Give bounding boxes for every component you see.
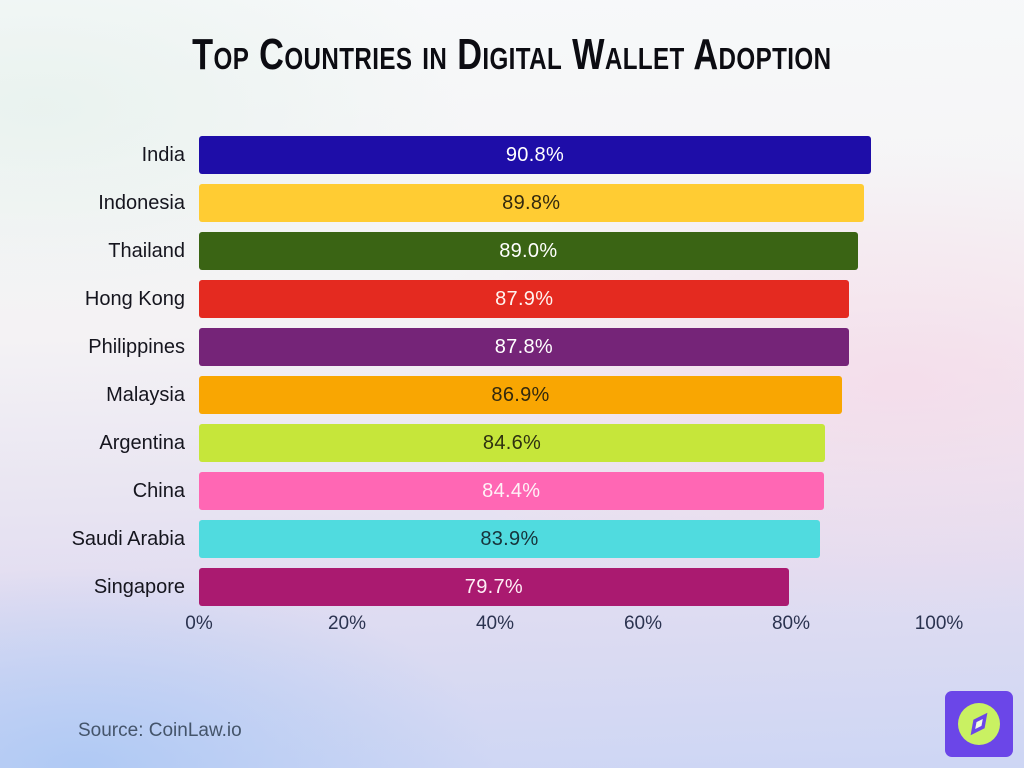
x-axis-tick: 40% — [475, 613, 515, 634]
country-label: Thailand — [108, 239, 185, 262]
bar-track: 84.6% — [199, 424, 939, 462]
bar-value-label: 84.4% — [482, 479, 541, 502]
x-axis-tick: 20% — [327, 613, 367, 634]
country-label: China — [132, 479, 185, 502]
bar-row: Singapore 79.7% — [0, 563, 1024, 611]
bar-track: 79.7% — [199, 568, 939, 606]
bar-track: 84.4% — [199, 472, 939, 510]
country-label: Hong Kong — [84, 287, 185, 310]
bar-value-label: 84.6% — [482, 431, 542, 454]
country-label: Philippines — [88, 335, 185, 358]
country-label: Indonesia — [98, 191, 185, 214]
bar-chart: India 90.8% Indonesia 89.8% Thailand 89.… — [0, 131, 1024, 611]
bar-row: China 84.4% — [0, 467, 1024, 515]
bar-track: 86.9% — [199, 376, 939, 414]
bar-track: 90.8% — [199, 136, 939, 174]
country-label: Singapore — [93, 575, 185, 598]
bar: 87.8% — [199, 328, 849, 366]
bar-value-label: 86.9% — [491, 383, 550, 406]
bar: 89.0% — [199, 232, 858, 270]
x-axis-tick: 100% — [914, 613, 964, 634]
bar: 84.4% — [199, 472, 824, 510]
chart-title-text: Top Countries in Digital Wallet Adoption — [192, 30, 832, 79]
bar-value-label: 90.8% — [505, 143, 565, 166]
bar-value-label: 87.8% — [494, 335, 553, 358]
bar: 86.9% — [199, 376, 843, 414]
bar-track: 83.9% — [199, 520, 939, 558]
bar-row: Thailand 89.0% — [0, 227, 1024, 275]
bar-value-label: 89.0% — [499, 239, 558, 262]
country-label: Malaysia — [106, 383, 185, 406]
bar: 90.8% — [199, 136, 871, 174]
bar-row: Saudi Arabia 83.9% — [0, 515, 1024, 563]
country-label: Argentina — [99, 431, 185, 454]
country-label: India — [141, 143, 185, 166]
bar-track: 87.8% — [199, 328, 939, 366]
bar-value-label: 87.9% — [495, 287, 554, 310]
bar: 87.9% — [199, 280, 850, 318]
chart-title: Top Countries in Digital Wallet Adoption — [0, 30, 1024, 80]
bar-value-label: 79.7% — [464, 575, 523, 598]
bar-track: 89.8% — [199, 184, 939, 222]
x-axis: 0% 20% 40% 60% 80% 100% — [185, 613, 963, 639]
x-axis-tick: 60% — [623, 613, 663, 634]
bar: 84.6% — [199, 424, 826, 462]
source-credit: Source: CoinLaw.io — [78, 720, 242, 741]
bar-row: India 90.8% — [0, 131, 1024, 179]
x-axis-tick: 80% — [771, 613, 811, 634]
bar-value-label: 89.8% — [502, 191, 561, 214]
bar-track: 87.9% — [199, 280, 939, 318]
bar-row: Philippines 87.8% — [0, 323, 1024, 371]
bar: 79.7% — [199, 568, 789, 606]
compass-icon — [945, 691, 1013, 757]
bar: 89.8% — [199, 184, 864, 222]
bar-row: Hong Kong 87.9% — [0, 275, 1024, 323]
bar-row: Indonesia 89.8% — [0, 179, 1024, 227]
bar: 83.9% — [199, 520, 820, 558]
bar-track: 89.0% — [199, 232, 939, 270]
x-axis-tick: 0% — [185, 613, 213, 634]
bar-row: Malaysia 86.9% — [0, 371, 1024, 419]
bar-value-label: 83.9% — [480, 527, 539, 550]
bar-row: Argentina 84.6% — [0, 419, 1024, 467]
country-label: Saudi Arabia — [71, 527, 185, 550]
coinlaw-logo — [945, 691, 1013, 757]
